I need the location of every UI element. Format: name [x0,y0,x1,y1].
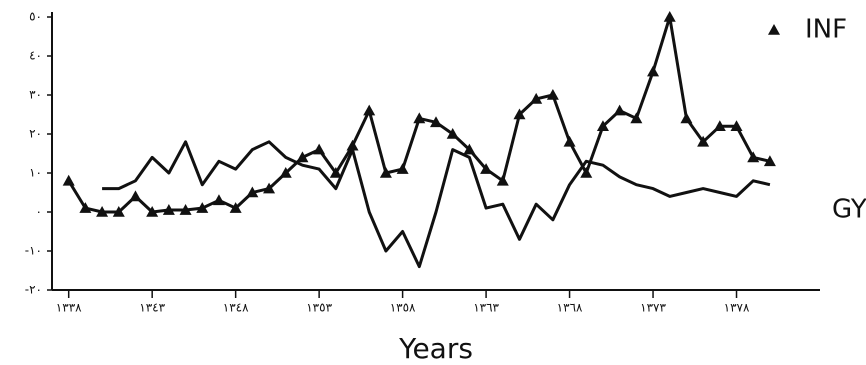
x-tick-label: ١٣٤٣ [139,301,165,315]
y-tick-label: ٢٠ [29,127,42,141]
point-marker [79,202,92,213]
point-marker [546,89,559,100]
point-marker [596,120,609,131]
legend-label: GY [832,195,866,225]
point-marker [396,163,409,174]
x-tick-label: ١٣٤٨ [223,301,249,315]
point-marker [663,11,676,22]
point-marker [296,151,309,163]
legend-marker [768,24,780,35]
point-marker [430,116,442,128]
point-marker [62,174,75,186]
point-marker [96,206,109,217]
point-marker [763,155,776,167]
x-tick-label: ١٣٣٨ [56,301,82,315]
point-marker [630,112,643,124]
point-marker [212,194,225,206]
y-tick-label: ١٠ [29,166,42,180]
point-marker [196,202,209,213]
y-tick-label: -١٠ [25,244,42,258]
point-marker [313,143,326,155]
x-tick-label: ١٣٦٣ [473,301,499,315]
point-marker [713,120,726,131]
y-tick-label: ٥٠ [29,10,42,24]
point-marker [413,112,426,124]
point-marker [229,202,242,213]
point-marker [179,204,192,215]
x-tick-label: ١٣٧٨ [724,301,750,315]
point-marker [329,167,342,178]
x-axis-label: Years [398,332,473,365]
point-marker [162,204,175,215]
point-marker [563,135,576,147]
y-tick-label: ٣٠ [29,88,42,102]
y-tick-label: ٠ [36,205,42,219]
point-marker [146,206,159,217]
point-marker [580,167,593,178]
x-tick-label: ١٣٥٨ [390,301,416,315]
point-marker [730,120,743,131]
point-marker [112,206,125,217]
point-marker [680,112,693,124]
point-marker [379,167,392,178]
x-tick-label: ١٣٥٣ [306,301,332,315]
point-marker [363,104,376,116]
point-marker [697,135,710,147]
point-marker [279,167,292,178]
point-marker [246,186,259,198]
point-marker [129,190,142,202]
point-marker [480,163,493,174]
point-marker [747,151,760,163]
series-line [102,140,771,269]
point-marker [647,65,660,77]
point-marker [263,182,276,194]
point-marker [446,128,459,139]
legend-label: INF [805,15,847,45]
point-marker [496,174,509,186]
point-marker [613,104,626,116]
y-tick-label: -٢٠ [25,283,42,297]
point-marker [346,139,359,151]
x-tick-label: ١٣٦٨ [557,301,583,315]
x-tick-label: ١٣٧٣ [640,301,666,315]
point-marker [530,92,543,104]
point-marker [463,143,476,155]
y-tick-label: ٤٠ [29,49,42,63]
point-marker [513,108,526,120]
